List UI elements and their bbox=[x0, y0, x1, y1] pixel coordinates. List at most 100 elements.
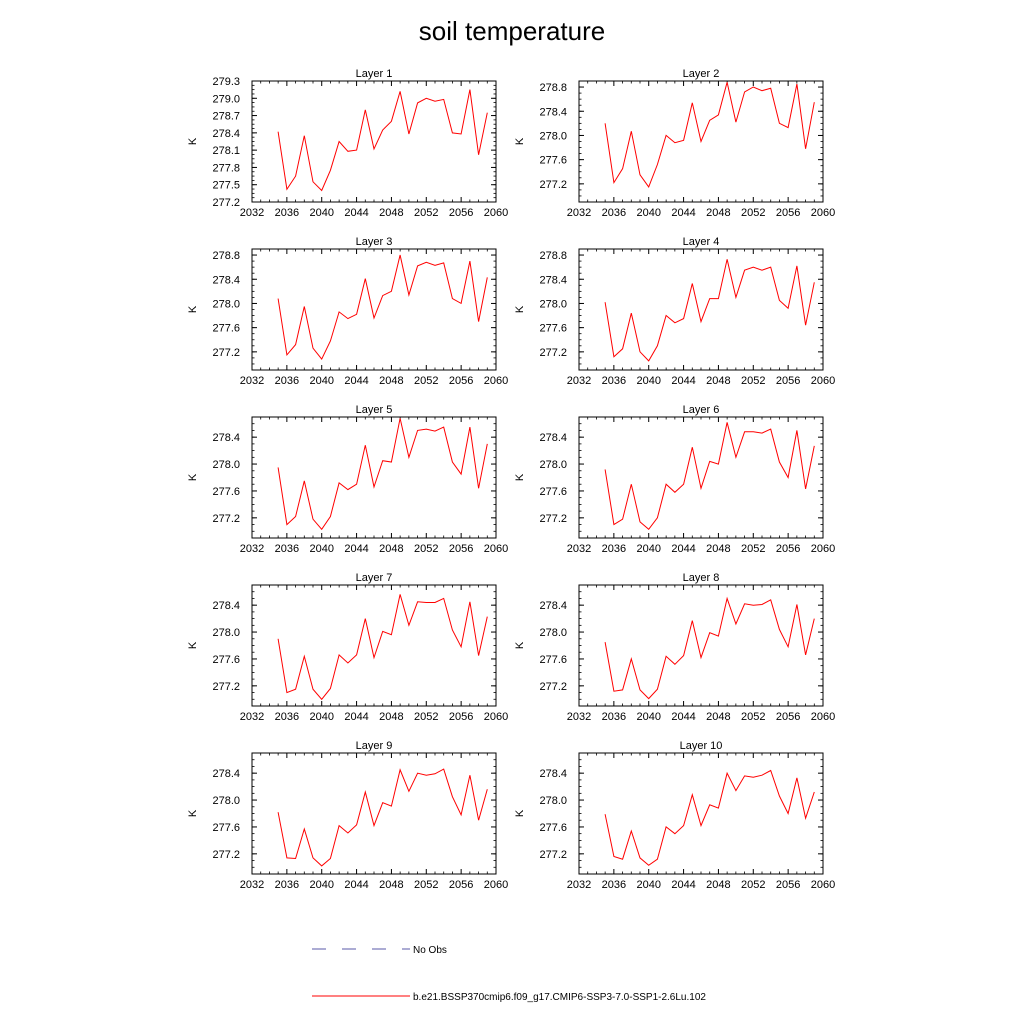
x-tick-label: 2032 bbox=[567, 879, 591, 891]
figure-title: soil temperature bbox=[419, 16, 605, 46]
x-tick-label: 2036 bbox=[602, 375, 626, 387]
x-tick-label: 2060 bbox=[811, 879, 835, 891]
panel-layer-9: Layer 9 K 2032 2036 2040 2044 2048 2052 2056 2060… bbox=[187, 740, 508, 891]
y-tick-label: 278.4 bbox=[212, 274, 240, 286]
x-tick-label: 2056 bbox=[776, 879, 800, 891]
x-tick-label: 2044 bbox=[671, 207, 695, 219]
y-tick-label: 278.0 bbox=[212, 795, 240, 807]
x-tick-label: 2036 bbox=[602, 711, 626, 723]
x-tick-label: 2060 bbox=[484, 543, 508, 555]
y-tick-label: 279.0 bbox=[212, 93, 240, 105]
y-tick-label: 278.0 bbox=[212, 298, 240, 310]
y-tick-label: 278.0 bbox=[212, 627, 240, 639]
x-tick-label: 2032 bbox=[567, 375, 591, 387]
x-tick-label: 2048 bbox=[706, 207, 730, 219]
x-tick-label: 2056 bbox=[776, 207, 800, 219]
y-axis-label: K bbox=[187, 809, 199, 817]
y-tick-label: 278.4 bbox=[539, 106, 567, 118]
x-tick-label: 2056 bbox=[449, 543, 473, 555]
x-tick-label: 2060 bbox=[484, 375, 508, 387]
y-axis-label: K bbox=[514, 137, 526, 145]
x-tick-label: 2048 bbox=[706, 375, 730, 387]
x-tick-label: 2040 bbox=[309, 879, 333, 891]
series-line bbox=[604, 259, 815, 362]
x-tick-label: 2036 bbox=[275, 543, 299, 555]
y-axis-label: K bbox=[187, 137, 199, 145]
legend-model-label: b.e21.BSSP370cmip6.f09_g17.CMIP6-SSP3-7.… bbox=[413, 992, 706, 1003]
y-tick-label: 278.4 bbox=[539, 274, 567, 286]
y-tick-label: 277.6 bbox=[212, 654, 240, 666]
panel-title: Layer 4 bbox=[683, 236, 720, 248]
y-tick-label: 277.6 bbox=[539, 654, 567, 666]
x-tick-label: 2048 bbox=[379, 207, 403, 219]
y-axis-label: K bbox=[187, 473, 199, 481]
plot-frame bbox=[251, 248, 497, 371]
x-tick-label: 2056 bbox=[449, 879, 473, 891]
y-tick-label: 277.2 bbox=[212, 347, 240, 359]
x-tick-label: 2032 bbox=[240, 375, 264, 387]
x-tick-label: 2048 bbox=[379, 879, 403, 891]
panel-title: Layer 9 bbox=[356, 740, 393, 752]
y-tick-label: 277.2 bbox=[212, 681, 240, 693]
x-tick-label: 2036 bbox=[602, 207, 626, 219]
plot-frame bbox=[251, 584, 497, 707]
x-tick-label: 2056 bbox=[449, 711, 473, 723]
x-tick-label: 2052 bbox=[414, 879, 438, 891]
x-tick-label: 2060 bbox=[484, 207, 508, 219]
series-line bbox=[604, 596, 815, 700]
plot-frame bbox=[578, 248, 824, 371]
y-tick-label: 278.8 bbox=[539, 250, 567, 262]
x-tick-label: 2032 bbox=[567, 711, 591, 723]
y-tick-label: 278.4 bbox=[212, 600, 240, 612]
x-tick-label: 2040 bbox=[309, 207, 333, 219]
y-axis-label: K bbox=[514, 305, 526, 313]
x-tick-label: 2044 bbox=[344, 375, 368, 387]
x-tick-label: 2052 bbox=[741, 375, 765, 387]
series-line bbox=[604, 82, 815, 188]
x-tick-label: 2040 bbox=[309, 375, 333, 387]
panel-title: Layer 6 bbox=[683, 404, 720, 416]
plot-frame bbox=[578, 584, 824, 707]
x-tick-label: 2056 bbox=[776, 711, 800, 723]
series-line bbox=[277, 594, 488, 701]
x-tick-label: 2044 bbox=[671, 711, 695, 723]
series-line bbox=[277, 418, 488, 531]
plot-frame bbox=[578, 752, 824, 875]
x-tick-label: 2052 bbox=[741, 711, 765, 723]
x-tick-label: 2048 bbox=[706, 711, 730, 723]
x-tick-label: 2048 bbox=[379, 543, 403, 555]
y-tick-label: 279.3 bbox=[212, 76, 240, 88]
y-tick-label: 278.8 bbox=[212, 250, 240, 262]
y-tick-label: 278.0 bbox=[539, 627, 567, 639]
plot-frame bbox=[578, 416, 824, 539]
x-tick-label: 2048 bbox=[379, 375, 403, 387]
legend-obs-label: No Obs bbox=[413, 945, 447, 956]
x-tick-label: 2036 bbox=[602, 879, 626, 891]
y-axis-label: K bbox=[514, 809, 526, 817]
x-tick-label: 2048 bbox=[706, 543, 730, 555]
series-line bbox=[604, 769, 815, 866]
x-tick-label: 2052 bbox=[414, 543, 438, 555]
x-tick-label: 2032 bbox=[240, 543, 264, 555]
x-tick-label: 2052 bbox=[741, 543, 765, 555]
y-axis-label: K bbox=[187, 641, 199, 649]
y-tick-label: 278.0 bbox=[212, 459, 240, 471]
panel-title: Layer 3 bbox=[356, 236, 393, 248]
x-tick-label: 2056 bbox=[449, 375, 473, 387]
y-tick-label: 278.4 bbox=[212, 128, 240, 140]
x-tick-label: 2044 bbox=[344, 543, 368, 555]
y-tick-label: 277.6 bbox=[212, 323, 240, 335]
panel-layer-1: Layer 1 K 2032 2036 2040 2044 2048 2052 2056 2060… bbox=[187, 68, 508, 219]
x-tick-label: 2056 bbox=[776, 543, 800, 555]
panel-layer-3: Layer 3 K 2032 2036 2040 2044 2048 2052 2056 2060… bbox=[187, 236, 508, 387]
y-tick-label: 277.6 bbox=[539, 822, 567, 834]
x-tick-label: 2040 bbox=[636, 543, 660, 555]
y-tick-label: 278.7 bbox=[212, 111, 240, 123]
y-tick-label: 278.8 bbox=[539, 82, 567, 94]
y-tick-label: 277.6 bbox=[212, 486, 240, 498]
x-tick-label: 2060 bbox=[811, 543, 835, 555]
x-tick-label: 2048 bbox=[706, 879, 730, 891]
x-tick-label: 2036 bbox=[275, 879, 299, 891]
x-tick-label: 2040 bbox=[636, 879, 660, 891]
panel-layer-8: Layer 8 K 2032 2036 2040 2044 2048 2052 2056 2060… bbox=[514, 572, 835, 723]
